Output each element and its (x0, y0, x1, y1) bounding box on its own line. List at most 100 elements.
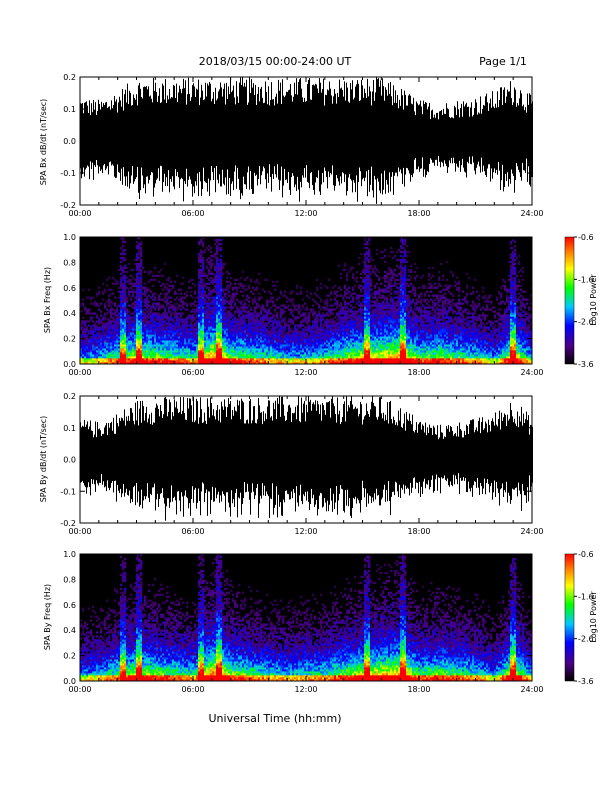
spectrogram-cell (256, 314, 259, 317)
spectrogram-cell (352, 286, 355, 289)
spectrogram-cell (358, 356, 361, 359)
spectrogram-cell (158, 302, 161, 305)
spectrogram-cell (204, 310, 207, 313)
spectrogram-cell (350, 338, 353, 341)
spectrogram-cell (258, 340, 261, 343)
spectrogram-cell (198, 288, 201, 291)
spectrogram-cell (362, 320, 365, 323)
spectrogram-cell (358, 256, 361, 260)
spectrogram-cell (202, 344, 205, 347)
spectrogram-cell (262, 304, 265, 307)
spectrogram-cell (300, 336, 303, 339)
spectrogram-cell (200, 344, 203, 347)
spectrogram-cell (238, 342, 241, 345)
spectrogram-cell (364, 272, 367, 275)
spectrogram-cell (174, 314, 177, 317)
spectrogram-cell (244, 322, 247, 325)
spectrogram-cell (326, 312, 329, 315)
spectrogram-cell (184, 348, 187, 351)
spectrogram-cell (316, 288, 319, 291)
spectrogram-cell (306, 332, 309, 335)
spectrogram-cell (290, 348, 293, 351)
y-tick-label: -0.1 (60, 169, 76, 178)
spectrogram-cell (224, 352, 227, 355)
spectrogram-cell (252, 360, 255, 363)
spectrogram-cell (110, 308, 113, 311)
spectrogram-cell (158, 326, 161, 329)
spectrogram-cell (220, 242, 223, 246)
spectrogram-cell (166, 292, 169, 295)
spectrogram-cell (364, 282, 367, 285)
spectrogram-cell (318, 330, 321, 333)
spectrogram-cell (320, 344, 323, 347)
spectrogram-cell (354, 344, 357, 347)
spectrogram-cell (152, 278, 155, 281)
spectrogram-cell (182, 348, 185, 351)
spectrogram-cell (342, 344, 345, 347)
spectrogram-cell (342, 328, 345, 331)
spectrogram-cell (112, 330, 115, 333)
spectrogram-cell (318, 334, 321, 337)
spectrogram-cell (320, 314, 323, 317)
spectrogram-cell (104, 328, 107, 331)
spectrogram-cell (82, 336, 85, 339)
spectrogram-cell (180, 304, 183, 307)
spectrogram-cell (366, 326, 369, 329)
spectrogram-cell (360, 320, 363, 323)
spectrogram-cell (308, 354, 311, 357)
spectrogram-cell (140, 314, 143, 317)
spectrogram-cell (228, 280, 231, 283)
spectrogram-cell (96, 350, 99, 353)
spectrogram-cell (370, 312, 373, 315)
spectrogram-cell (140, 272, 143, 275)
spectrogram-cell (356, 316, 359, 319)
spectrogram-cell (178, 348, 181, 351)
y-tick-label: 0.0 (63, 137, 76, 146)
spectrogram-cell (170, 350, 173, 353)
spectrogram-cell (354, 310, 357, 313)
spectrogram-cell (108, 330, 111, 333)
spectrogram-cell (110, 350, 113, 353)
spectrogram-cell (366, 332, 369, 335)
spectrogram-cell (176, 316, 179, 319)
spectrogram-cell (198, 284, 201, 287)
spectrogram-cell (246, 342, 249, 345)
spectrogram-cell (348, 316, 351, 319)
spectrogram-cell (116, 356, 119, 359)
spectrogram-cell (122, 298, 125, 301)
spectrogram-cell (156, 350, 159, 353)
spectrogram-cell (186, 330, 189, 333)
spectrogram-cell (198, 342, 201, 345)
spectrogram-cell (162, 304, 165, 307)
spectrogram-cell (146, 332, 149, 335)
spectrogram-cell (224, 308, 227, 311)
spectrogram-cell (136, 336, 139, 339)
spectrogram-cell (344, 348, 347, 351)
spectrogram-cell (238, 312, 241, 315)
spectrogram-cell (134, 328, 137, 331)
spectrogram-cell (168, 360, 171, 363)
spectrogram-cell (366, 328, 369, 331)
spectrogram-cell (180, 314, 183, 317)
spectrogram-cell (90, 326, 93, 329)
spectrogram-cell (190, 304, 193, 307)
spectrogram-cell (310, 332, 313, 335)
spectrogram-cell (132, 348, 135, 351)
spectrogram-cell (290, 320, 293, 323)
spectrogram-cell (204, 312, 207, 315)
spectrogram-cell (204, 284, 207, 287)
spectrogram-cell (114, 332, 117, 335)
spectrogram-cell (258, 314, 261, 317)
spectrogram-cell (246, 346, 249, 349)
spectrogram-cell (118, 354, 121, 357)
spectrogram-cell (298, 312, 301, 315)
spectrogram-cell (160, 342, 163, 345)
spectrogram-cell (170, 300, 173, 303)
spectrogram-cell (164, 348, 167, 351)
spectrogram-cell (134, 332, 137, 335)
spectrogram-cell (200, 294, 203, 297)
spectrogram-cell (316, 326, 319, 329)
spectrogram-cell (208, 244, 211, 248)
spectrogram-cell (258, 338, 261, 341)
spectrogram-cell (252, 320, 255, 323)
